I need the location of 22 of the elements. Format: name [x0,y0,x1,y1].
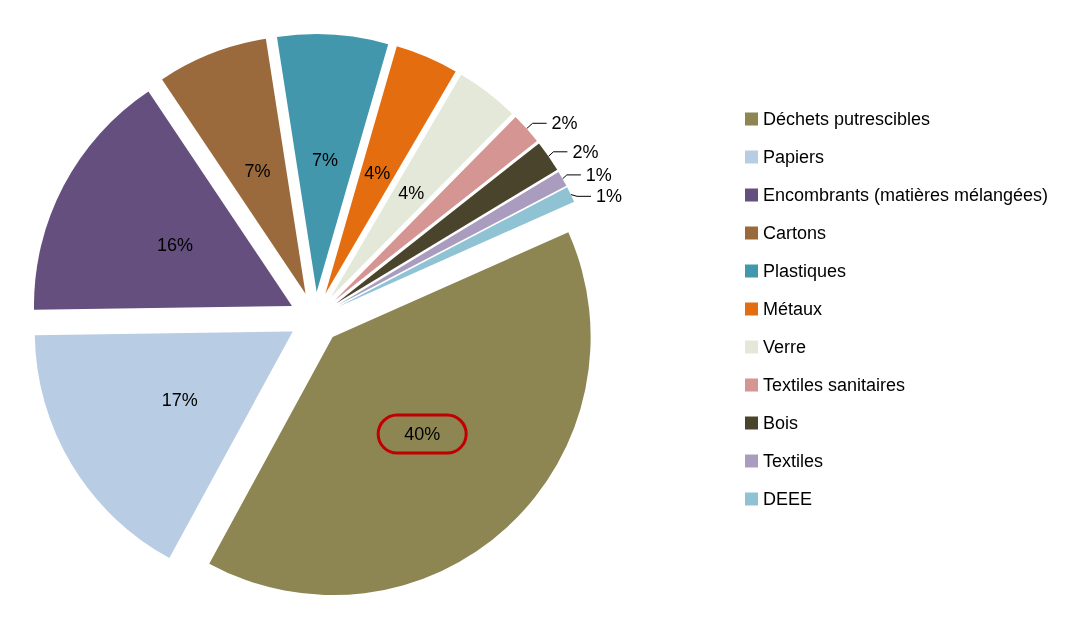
data-label: 1% [596,186,623,207]
legend-label: Textiles sanitaires [763,375,906,395]
legend-label: Textiles [763,451,824,471]
data-label: 2% [572,141,599,162]
data-label: 17% [161,389,198,410]
legend-label: Déchets putrescibles [763,109,931,129]
data-label: 4% [398,182,425,203]
legend-label: DEEE [763,489,813,509]
legend-label: Cartons [763,223,827,243]
data-label: 16% [157,234,194,255]
legend-label: Papiers [763,147,825,167]
data-label: 40% [404,424,441,445]
legend-label: Plastiques [763,261,847,281]
legend-label: Métaux [763,299,823,319]
legend-label: Bois [763,413,799,433]
data-label: 2% [551,113,578,134]
data-label: 4% [364,162,391,183]
data-label: 7% [311,150,338,171]
data-label: 7% [244,160,271,181]
legend-label: Verre [763,337,807,357]
data-label: 1% [585,164,612,185]
legend-label: Encombrants (matières mélangées) [763,185,1049,205]
